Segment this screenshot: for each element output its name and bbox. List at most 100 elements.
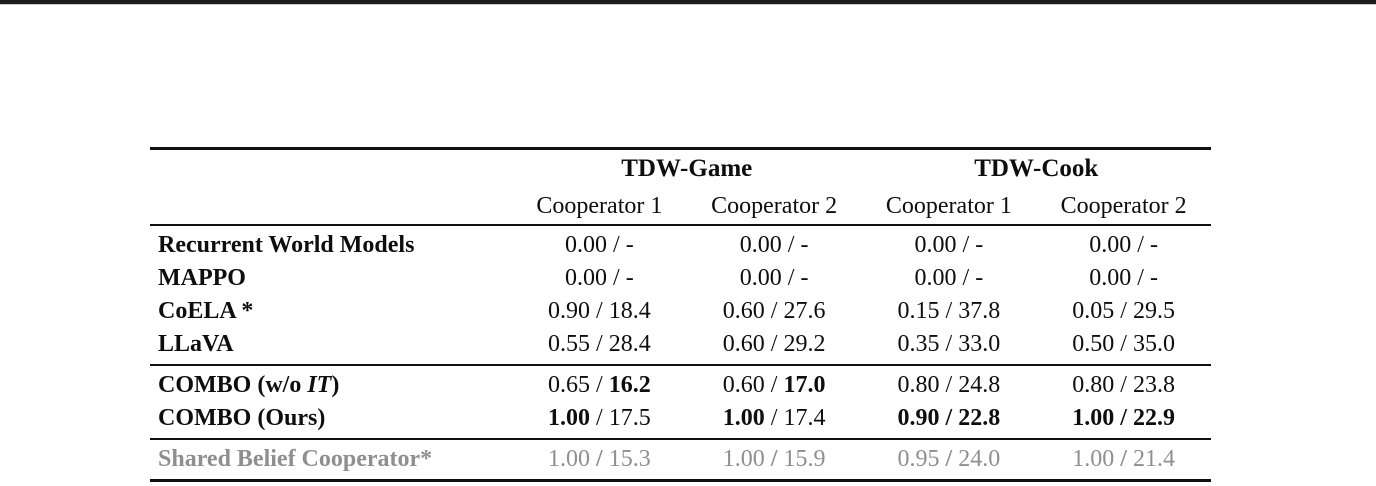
- success-rate-value: 0.90: [897, 405, 940, 431]
- table-section-1: COMBO (w/o IT) 0.65 / 16.2 0.60 / 17.0 0.80…: [150, 366, 1211, 440]
- value-separator: /: [1114, 298, 1133, 324]
- success-rate-value: 1.00: [1072, 446, 1115, 472]
- steps-value: 24.0: [958, 446, 1001, 472]
- steps-value: 21.4: [1132, 446, 1175, 472]
- row-label-part: Recurrent World Models: [158, 232, 415, 258]
- success-rate-value: 1.00: [548, 405, 591, 431]
- metric-cell: 0.55 / 28.4: [512, 331, 687, 358]
- steps-value: 35.0: [1132, 331, 1175, 357]
- metric-cell: 1.00 / 17.5: [512, 405, 687, 432]
- success-rate-value: 0.60: [722, 372, 765, 398]
- value-separator: /: [939, 446, 959, 472]
- metric-cell: 0.00 / -: [862, 232, 1037, 259]
- group-header-row: TDW-Game TDW-Cook: [150, 150, 1211, 188]
- row-label: COMBO (Ours): [150, 405, 512, 432]
- value-separator: /: [1114, 331, 1133, 357]
- table-header: TDW-Game TDW-Cook Cooperator 1 Cooperato…: [150, 150, 1211, 226]
- value-separator: /: [956, 265, 976, 291]
- steps-value: -: [800, 232, 809, 258]
- row-label: Shared Belief Cooperator*: [150, 446, 512, 473]
- page-top-rule: [0, 0, 1376, 4]
- value-separator: /: [590, 405, 609, 431]
- results-table: TDW-Game TDW-Cook Cooperator 1 Cooperato…: [150, 147, 1211, 482]
- steps-value: 24.8: [958, 372, 1001, 398]
- steps-value: 18.4: [608, 298, 651, 324]
- table-row: COMBO (Ours) 1.00 / 17.5 1.00 / 17.4 0.90 /…: [150, 402, 1211, 435]
- value-separator: /: [590, 331, 609, 357]
- steps-value: 17.5: [608, 405, 651, 431]
- table-row: CoELA * 0.90 / 18.4 0.60 / 27.6 0.15 / 37.8…: [150, 295, 1211, 328]
- success-rate-value: 0.80: [897, 372, 940, 398]
- steps-value: 27.6: [783, 298, 826, 324]
- success-rate-value: 0.55: [548, 331, 591, 357]
- metric-cell: 0.00 / -: [512, 265, 687, 292]
- steps-value: 17.4: [783, 405, 826, 431]
- value-separator: /: [939, 331, 959, 357]
- success-rate-value: 1.00: [1072, 405, 1115, 431]
- value-separator: /: [956, 232, 976, 258]
- metric-cell: 0.95 / 24.0: [862, 446, 1037, 473]
- success-rate-value: 1.00: [722, 405, 765, 431]
- row-label: Recurrent World Models: [150, 232, 512, 259]
- metric-cell: 0.90 / 22.8: [862, 405, 1037, 432]
- metric-cell: 0.90 / 18.4: [512, 298, 687, 325]
- steps-value: -: [625, 265, 634, 291]
- steps-value: 23.8: [1132, 372, 1175, 398]
- steps-value: 29.5: [1132, 298, 1175, 324]
- value-separator: /: [764, 372, 784, 398]
- metric-cell: 1.00 / 22.9: [1036, 405, 1211, 432]
- value-separator: /: [590, 446, 609, 472]
- metric-cell: 0.60 / 29.2: [687, 331, 862, 358]
- row-label-part: MAPPO: [158, 265, 246, 291]
- value-separator: /: [764, 446, 784, 472]
- value-separator: /: [764, 331, 784, 357]
- subheader-cook-cooperator-1: Cooperator 1: [885, 192, 1012, 219]
- steps-value: 15.3: [608, 446, 651, 472]
- subheader-row: Cooperator 1 Cooperator 2 Cooperator 1 C…: [150, 188, 1211, 224]
- value-separator: /: [607, 265, 626, 291]
- metric-cell: 0.65 / 16.2: [512, 372, 687, 399]
- success-rate-value: 0.65: [548, 372, 591, 398]
- table-section-2: Shared Belief Cooperator* 1.00 / 15.3 1.00…: [150, 440, 1211, 479]
- success-rate-value: 0.60: [722, 298, 765, 324]
- row-label-part: Shared Belief Cooperator*: [158, 446, 433, 472]
- table-row: Shared Belief Cooperator* 1.00 / 15.3 1.00…: [150, 443, 1211, 476]
- value-separator: /: [764, 298, 784, 324]
- metric-cell: 0.80 / 23.8: [1036, 372, 1211, 399]
- success-rate-value: 0.00: [739, 232, 782, 258]
- metric-cell: 0.60 / 17.0: [687, 372, 862, 399]
- steps-value: 28.4: [608, 331, 651, 357]
- value-separator: /: [781, 265, 801, 291]
- row-label-part: ): [331, 372, 340, 398]
- table-row: Recurrent World Models 0.00 / -0.00 / -0.…: [150, 229, 1211, 262]
- steps-value: 37.8: [958, 298, 1001, 324]
- row-label-part: IT: [307, 372, 332, 398]
- success-rate-value: 0.00: [739, 265, 782, 291]
- metric-cell: 0.00 / -: [512, 232, 687, 259]
- value-separator: /: [1114, 372, 1133, 398]
- steps-value: -: [625, 232, 634, 258]
- success-rate-value: 0.00: [914, 232, 957, 258]
- steps-value: 22.9: [1132, 405, 1175, 431]
- success-rate-value: 0.95: [897, 446, 940, 472]
- metric-cell: 0.00 / -: [687, 232, 862, 259]
- value-separator: /: [1114, 405, 1133, 431]
- metric-cell: 0.05 / 29.5: [1036, 298, 1211, 325]
- value-separator: /: [590, 372, 609, 398]
- row-label-part: COMBO (Ours): [158, 405, 326, 431]
- value-separator: /: [764, 405, 784, 431]
- success-rate-value: 0.80: [1072, 372, 1115, 398]
- metric-cell: 1.00 / 21.4: [1036, 446, 1211, 473]
- success-rate-value: 0.00: [565, 265, 608, 291]
- steps-value: 17.0: [783, 372, 826, 398]
- success-rate-value: 0.50: [1072, 331, 1115, 357]
- row-label: CoELA *: [150, 298, 512, 325]
- steps-value: -: [975, 265, 984, 291]
- metric-cell: 1.00 / 15.3: [512, 446, 687, 473]
- steps-value: -: [800, 265, 809, 291]
- success-rate-value: 1.00: [722, 446, 765, 472]
- value-separator: /: [607, 232, 626, 258]
- metric-cell: 0.50 / 35.0: [1036, 331, 1211, 358]
- success-rate-value: 0.35: [897, 331, 940, 357]
- row-label: LLaVA: [150, 331, 512, 358]
